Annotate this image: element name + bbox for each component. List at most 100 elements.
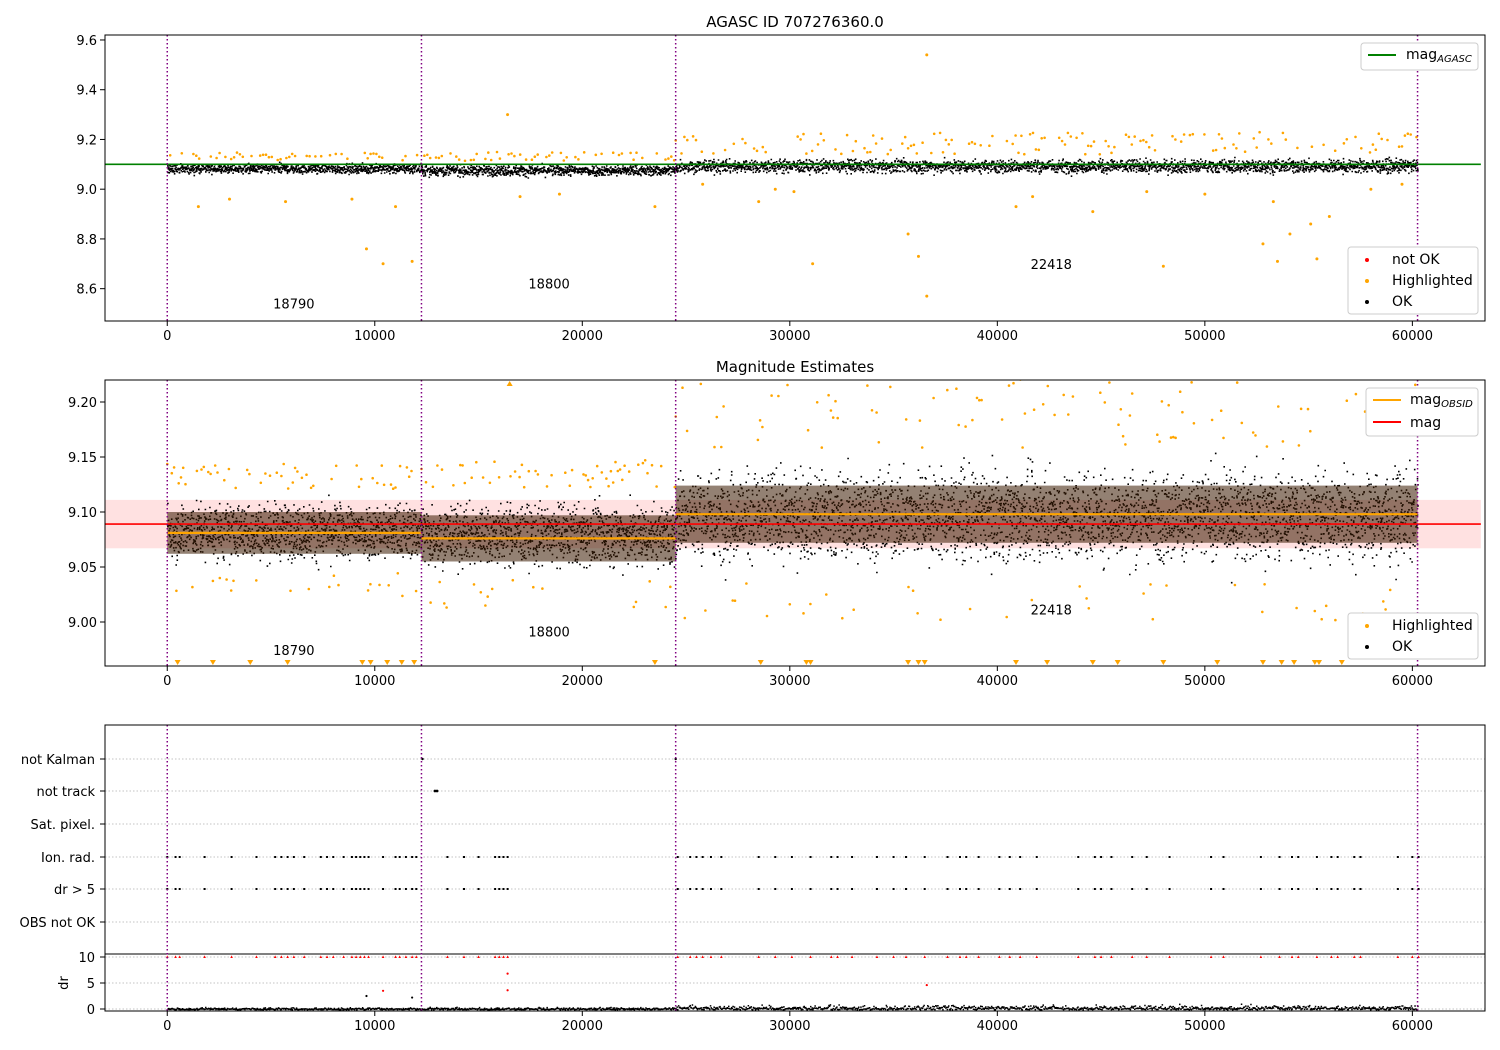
middle-axes: 0 10000 20000 30000 40000 50000 60000 9.00 9.05 9… — [68, 396, 1433, 689]
below-range-marker — [1160, 660, 1167, 665]
top-highlighted-point — [1369, 187, 1373, 191]
x-tick-label: 40000 — [977, 1019, 1018, 1034]
middle-obsid-label: 18800 — [528, 625, 569, 640]
x-tick-label: 60000 — [1392, 329, 1433, 344]
dr-outlier-point — [411, 996, 414, 999]
top-highlighted-point — [1161, 264, 1165, 268]
x-tick-label: 40000 — [977, 329, 1018, 344]
middle-chart-title: Magnitude Estimates — [716, 358, 874, 376]
top-highlighted-point — [1400, 182, 1404, 186]
top-highlighted-point — [1309, 222, 1313, 226]
dr-tick-label: 5 — [87, 977, 95, 992]
x-tick-label: 60000 — [1392, 1019, 1433, 1034]
not-track-point — [433, 789, 437, 793]
flag-category-label: dr > 5 — [54, 883, 95, 898]
top-legend-lower: not OK Highlighted OK — [1347, 246, 1479, 315]
panel-bottom-flags: not Kalman not track Sat. pixel. Ion. rad. d… — [20, 724, 1486, 1034]
top-highlighted-point — [1327, 215, 1331, 219]
top-legend-upper: magAGASC — [1360, 42, 1479, 71]
x-tick-label: 50000 — [1184, 329, 1225, 344]
below-range-marker — [359, 660, 366, 665]
panel-top-agasc: AGASC ID 707276360.0 0 10000 20000 30000 400… — [76, 13, 1486, 344]
top-highlighted-fringe — [168, 130, 1418, 163]
top-highlighted-point — [394, 205, 398, 209]
x-tick-label: 50000 — [1184, 674, 1225, 689]
top-obsid-label: 18790 — [273, 298, 314, 313]
top-highlighted-point — [1031, 195, 1035, 199]
below-range-marker — [803, 660, 810, 665]
middle-obsid-label: 18790 — [273, 644, 314, 659]
panel-middle-magnitude: Magnitude Estimates 0 10000 20000 30000 4000… — [68, 358, 1486, 689]
flag-category-label: OBS not OK — [20, 916, 96, 931]
top-highlighted-point — [1275, 259, 1279, 263]
y-tick-label: 9.05 — [68, 561, 97, 576]
legend-highlighted-label: Highlighted — [1392, 273, 1473, 289]
top-highlighted-point — [1203, 192, 1207, 196]
top-highlighted-point — [364, 247, 368, 251]
dr-outlier-point — [381, 989, 385, 992]
legend-mid-highlighted-swatch — [1365, 624, 1369, 628]
below-range-marker — [1315, 660, 1322, 665]
legend-mag-label: mag — [1410, 415, 1441, 431]
top-highlighted-point — [410, 259, 414, 263]
top-highlighted-point — [757, 200, 761, 204]
top-highlighted-point — [1315, 257, 1319, 261]
top-ok-points — [167, 156, 1419, 179]
x-tick-label: 20000 — [562, 329, 603, 344]
x-tick-label: 10000 — [354, 329, 395, 344]
flag-category-label: not track — [36, 785, 95, 800]
x-tick-label: 30000 — [769, 674, 810, 689]
top-highlighted-point — [925, 294, 929, 298]
legend-highlighted-swatch — [1365, 279, 1369, 283]
dr-not-ok-points — [165, 955, 1420, 958]
legend-notok-label: not OK — [1392, 252, 1440, 268]
legend-ok-label: OK — [1392, 294, 1413, 310]
below-range-marker — [398, 660, 405, 665]
legend-mid-highlighted-label: Highlighted — [1392, 618, 1473, 634]
flag-category-label: Ion. rad. — [41, 851, 95, 866]
x-tick-label: 50000 — [1184, 1019, 1225, 1034]
top-highlighted-point — [792, 190, 796, 194]
top-highlighted-point — [925, 53, 929, 57]
top-highlighted-point — [653, 205, 657, 209]
x-tick-label: 60000 — [1392, 674, 1433, 689]
y-tick-label: 9.2 — [76, 133, 97, 148]
middle-plot-area — [105, 380, 1481, 666]
y-tick-label: 9.0 — [76, 183, 97, 198]
below-range-marker — [1044, 660, 1051, 665]
y-tick-label: 9.00 — [68, 616, 97, 631]
dr-tick-label: 0 — [87, 1003, 95, 1018]
top-chart-title: AGASC ID 707276360.0 — [706, 13, 884, 31]
x-tick-label: 20000 — [562, 1019, 603, 1034]
below-range-marker — [905, 660, 912, 665]
below-range-marker — [915, 660, 922, 665]
top-highlighted-point — [381, 262, 385, 266]
x-tick-label: 10000 — [354, 674, 395, 689]
x-tick-label: 30000 — [769, 1019, 810, 1034]
below-range-marker — [284, 660, 291, 665]
x-tick-label: 0 — [163, 329, 171, 344]
top-highlighted-point — [196, 205, 200, 209]
svg-text:magOBSID: magOBSID — [1410, 392, 1473, 410]
top-highlighted-point — [506, 113, 510, 117]
top-plot-area — [105, 35, 1481, 321]
y-tick-label: 9.4 — [76, 84, 97, 99]
legend-ok-swatch — [1365, 300, 1369, 304]
not-track-point — [435, 789, 439, 793]
dr-outlier-point — [365, 994, 368, 998]
x-tick-label: 0 — [163, 674, 171, 689]
below-range-marker — [1259, 660, 1266, 665]
y-tick-label: 9.10 — [68, 506, 97, 521]
legend-obsid-label: mag — [1410, 392, 1441, 408]
above-range-marker — [506, 381, 513, 386]
flag-category-label: Sat. pixel. — [31, 818, 95, 833]
x-tick-label: 0 — [163, 1019, 171, 1034]
y-tick-label: 9.20 — [68, 396, 97, 411]
top-axes-frame — [104, 34, 1486, 322]
x-tick-label: 30000 — [769, 329, 810, 344]
below-range-marker — [807, 660, 814, 665]
below-range-marker — [209, 660, 216, 665]
below-range-marker — [247, 660, 254, 665]
below-range-marker — [384, 660, 391, 665]
